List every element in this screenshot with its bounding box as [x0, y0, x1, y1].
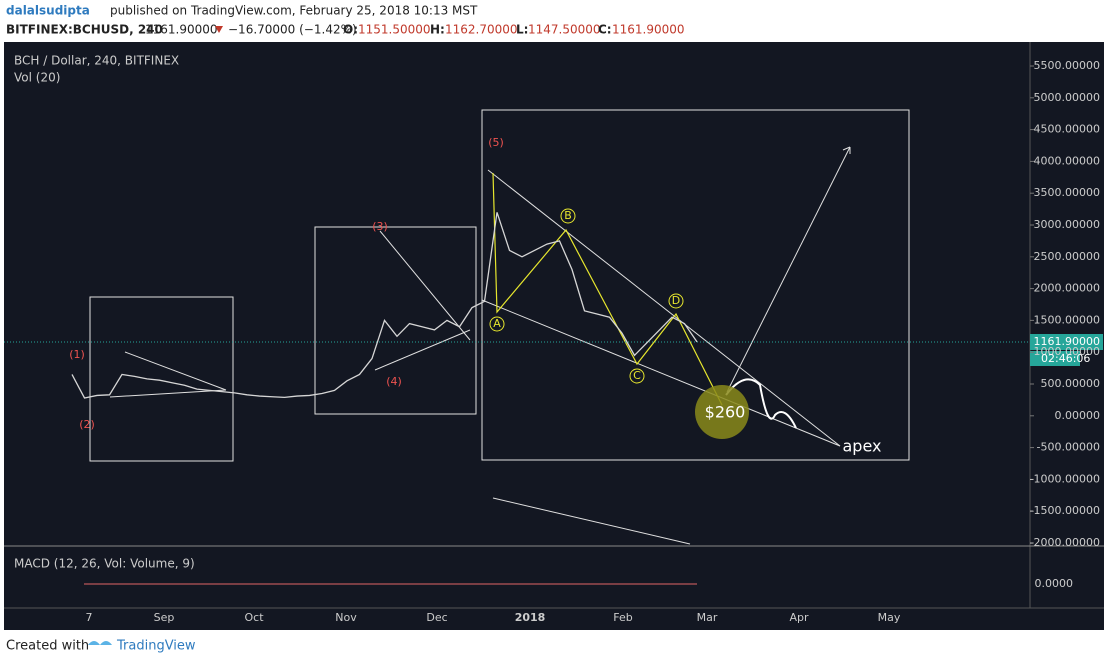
low: 1147.50000	[528, 23, 601, 37]
y-tick-label: 2500.00000	[1034, 250, 1100, 263]
l-label: L:	[516, 23, 528, 37]
y-tick-label: -500.00000	[1037, 441, 1100, 454]
price-line	[71, 212, 698, 399]
target-circle	[695, 385, 749, 439]
annotation: (4)	[386, 375, 402, 388]
chart-area	[4, 42, 1104, 630]
h-label: H:	[430, 23, 445, 37]
last-price: 1161.90000	[145, 23, 218, 37]
drawings	[89, 109, 910, 545]
published: published on TradingView.com, February 2…	[110, 4, 478, 18]
y-tick-label: 1500.00000	[1034, 313, 1100, 326]
abcd-wave	[492, 172, 723, 406]
y-tick-label: 2000.00000	[1034, 282, 1100, 295]
wave-marker	[489, 316, 505, 332]
price-tag	[1030, 334, 1103, 350]
y-tick-label: -2000.00000	[1030, 536, 1100, 549]
wave-marker	[629, 368, 645, 384]
time-label: Oct	[244, 611, 264, 624]
y-tick-label: 0.00000	[1055, 409, 1101, 422]
annotation: (5)	[488, 136, 504, 149]
y-tick-label: -1000.00000	[1030, 472, 1100, 485]
y-tick-label: 4000.00000	[1034, 154, 1100, 167]
time-label: May	[878, 611, 901, 624]
author[interactable]: dalalsudipta	[6, 4, 90, 18]
wave-marker	[668, 293, 684, 309]
time-label: 2018	[515, 611, 546, 624]
footer-brand[interactable]: TradingView	[116, 639, 196, 654]
annotation: C	[633, 369, 641, 382]
annotation: apex	[843, 437, 882, 456]
close: 1161.90000	[612, 23, 685, 37]
y-tick-label: 1000.00000	[1034, 345, 1100, 358]
macd-tick-label: 0.0000	[1035, 577, 1074, 590]
y-tick-label: 500.00000	[1041, 377, 1101, 390]
time-label: Feb	[613, 611, 632, 624]
price-tag-label: 1161.90000	[1034, 335, 1100, 348]
time-label: Apr	[789, 611, 809, 624]
annotation: $260	[705, 403, 746, 422]
high: 1162.70000	[445, 23, 518, 37]
annotation: A	[493, 317, 501, 330]
footer-created: Created with	[6, 639, 89, 654]
annotation: (3)	[372, 220, 388, 233]
annotation: (1)	[69, 348, 85, 361]
y-tick-label: 5000.00000	[1034, 91, 1100, 104]
macd-title: MACD (12, 26, Vol: Volume, 9)	[14, 557, 195, 571]
y-tick-label: 3000.00000	[1034, 218, 1100, 231]
annotation: B	[564, 209, 572, 222]
countdown-tag	[1030, 351, 1080, 366]
time-label: Dec	[426, 611, 447, 624]
time-label: Mar	[697, 611, 718, 624]
time-label: Sep	[154, 611, 175, 624]
open: 1151.50000	[358, 23, 431, 37]
symbol: BITFINEX:BCHUSD, 240	[6, 23, 163, 37]
down-arrow	[215, 26, 223, 33]
annotation: (2)	[79, 418, 95, 431]
y-tick-label: 4500.00000	[1034, 123, 1100, 136]
wave-marker	[560, 208, 576, 224]
tv-logo	[88, 641, 112, 645]
change: −16.70000 (−1.42%)	[228, 23, 357, 37]
volume-label: Vol (20)	[14, 71, 60, 85]
y-tick-label: 5500.00000	[1034, 59, 1100, 72]
y-tick-label: -1500.00000	[1030, 504, 1100, 517]
time-label: 7	[86, 611, 93, 624]
time-label: Nov	[335, 611, 357, 624]
o-label: O:	[343, 23, 358, 37]
annotation: D	[672, 294, 680, 307]
countdown: 02:46:06	[1041, 352, 1090, 365]
y-tick-label: 3500.00000	[1034, 186, 1100, 199]
chart-title: BCH / Dollar, 240, BITFINEX	[14, 54, 179, 68]
c-label: C:	[598, 23, 612, 37]
